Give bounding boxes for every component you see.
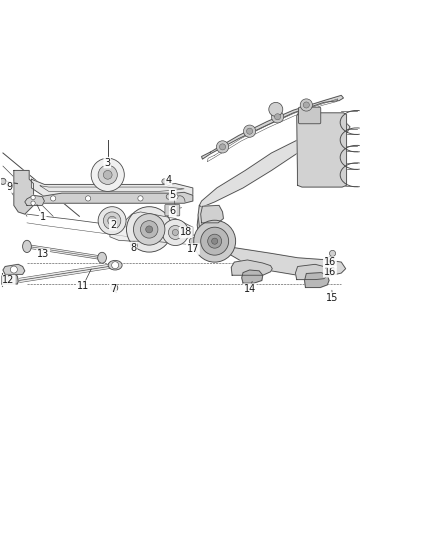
Circle shape: [98, 207, 126, 235]
Circle shape: [112, 262, 119, 269]
Polygon shape: [25, 196, 44, 205]
Text: 5: 5: [170, 190, 176, 200]
Circle shape: [111, 285, 118, 292]
Circle shape: [162, 220, 188, 246]
FancyBboxPatch shape: [165, 205, 180, 216]
Circle shape: [269, 102, 283, 116]
Circle shape: [31, 201, 35, 205]
Text: 7: 7: [110, 284, 116, 294]
Circle shape: [300, 99, 312, 111]
Text: 11: 11: [77, 281, 89, 291]
Circle shape: [189, 238, 196, 245]
Circle shape: [172, 229, 178, 236]
Circle shape: [103, 171, 112, 179]
Circle shape: [166, 194, 171, 199]
Polygon shape: [201, 205, 223, 223]
Polygon shape: [14, 171, 34, 214]
Text: 15: 15: [326, 293, 339, 303]
Circle shape: [303, 102, 309, 108]
Text: 8: 8: [131, 243, 137, 253]
Text: 6: 6: [170, 206, 176, 216]
Circle shape: [85, 196, 91, 201]
Polygon shape: [32, 192, 193, 203]
Text: 16: 16: [324, 257, 336, 267]
Circle shape: [329, 251, 336, 256]
Circle shape: [127, 207, 172, 252]
Text: 9: 9: [7, 182, 13, 192]
Polygon shape: [231, 260, 272, 275]
Circle shape: [244, 125, 256, 138]
Ellipse shape: [98, 252, 106, 263]
Text: 17: 17: [187, 244, 199, 254]
Text: 18: 18: [180, 228, 192, 237]
Circle shape: [194, 220, 236, 262]
Circle shape: [328, 256, 334, 263]
Circle shape: [328, 269, 335, 275]
Circle shape: [168, 225, 182, 239]
Circle shape: [208, 234, 222, 248]
Circle shape: [0, 179, 6, 184]
Circle shape: [272, 111, 284, 123]
Ellipse shape: [108, 261, 122, 270]
Text: 12: 12: [3, 276, 15, 286]
Circle shape: [247, 128, 253, 134]
Circle shape: [141, 221, 158, 238]
Polygon shape: [3, 264, 25, 274]
Circle shape: [162, 179, 167, 184]
Text: 14: 14: [244, 284, 256, 294]
Text: 13: 13: [37, 249, 49, 259]
Polygon shape: [296, 264, 328, 280]
Circle shape: [131, 242, 138, 249]
FancyBboxPatch shape: [298, 107, 321, 124]
Text: 2: 2: [110, 220, 116, 230]
Polygon shape: [32, 179, 193, 198]
Polygon shape: [304, 272, 329, 287]
Circle shape: [173, 194, 178, 199]
Ellipse shape: [23, 240, 32, 253]
Circle shape: [11, 266, 18, 273]
Polygon shape: [198, 205, 215, 249]
Polygon shape: [297, 113, 346, 187]
Polygon shape: [2, 274, 18, 284]
Circle shape: [275, 114, 281, 120]
Circle shape: [219, 144, 226, 150]
Circle shape: [98, 165, 117, 184]
Circle shape: [328, 263, 334, 269]
Polygon shape: [197, 205, 346, 276]
Circle shape: [212, 238, 218, 244]
Text: 4: 4: [165, 175, 171, 185]
Polygon shape: [242, 270, 263, 283]
Circle shape: [166, 180, 171, 185]
Circle shape: [146, 226, 153, 233]
Circle shape: [103, 212, 121, 229]
Circle shape: [134, 214, 165, 245]
Text: 3: 3: [104, 158, 110, 167]
Circle shape: [184, 228, 191, 235]
Polygon shape: [201, 95, 343, 159]
Polygon shape: [199, 123, 350, 207]
Circle shape: [91, 158, 124, 191]
Circle shape: [108, 216, 117, 225]
Polygon shape: [110, 212, 193, 243]
Text: 16: 16: [324, 266, 336, 277]
Circle shape: [50, 196, 56, 201]
Circle shape: [31, 196, 35, 200]
Circle shape: [216, 141, 229, 153]
Circle shape: [138, 196, 143, 201]
Circle shape: [201, 227, 229, 255]
Text: 1: 1: [39, 212, 46, 222]
